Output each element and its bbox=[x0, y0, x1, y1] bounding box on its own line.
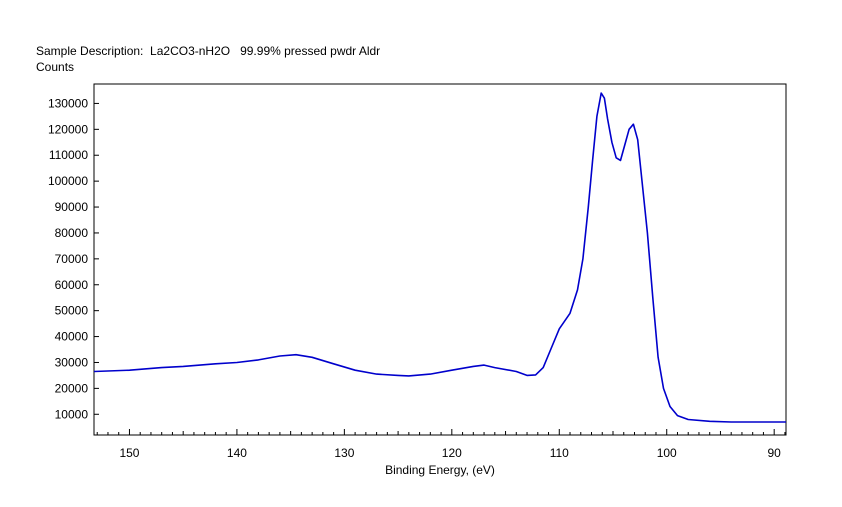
y-axis-label: Counts bbox=[36, 60, 75, 74]
y-tick-label: 90000 bbox=[55, 200, 89, 214]
y-tick-label: 70000 bbox=[55, 252, 89, 266]
x-tick-label: 140 bbox=[227, 446, 247, 460]
y-tick-label: 20000 bbox=[55, 381, 89, 395]
y-tick-label: 60000 bbox=[55, 278, 89, 292]
y-tick-label: 110000 bbox=[49, 148, 88, 162]
y-tick-label: 120000 bbox=[48, 122, 88, 136]
y-axis-ticks: 10000 20000 30000 40000 50000 60000 70000 80000… bbox=[48, 96, 99, 421]
x-axis-label: Binding Energy, (eV) bbox=[385, 463, 495, 477]
x-tick-label: 110 bbox=[550, 446, 569, 460]
plot-frame bbox=[93, 83, 787, 436]
y-tick-label: 80000 bbox=[55, 226, 89, 240]
x-tick-label: 130 bbox=[334, 446, 354, 460]
y-tick-label: 130000 bbox=[48, 96, 88, 110]
y-tick-label: 10000 bbox=[55, 407, 89, 421]
x-tick-label: 100 bbox=[657, 446, 677, 460]
x-axis-ticks: 150 140 130 120 110 100 90 bbox=[96, 429, 786, 460]
y-tick-label: 40000 bbox=[55, 330, 89, 344]
y-tick-label: 100000 bbox=[48, 174, 88, 188]
x-tick-label: 90 bbox=[768, 446, 782, 460]
x-tick-label: 120 bbox=[442, 446, 462, 460]
x-tick-label: 150 bbox=[119, 446, 139, 460]
chart-title: Sample Description: La2CO3-nH2O 99.99% p… bbox=[36, 44, 381, 58]
spectrum-line bbox=[93, 92, 786, 423]
y-tick-label: 30000 bbox=[55, 355, 89, 369]
y-tick-label: 50000 bbox=[55, 304, 89, 318]
